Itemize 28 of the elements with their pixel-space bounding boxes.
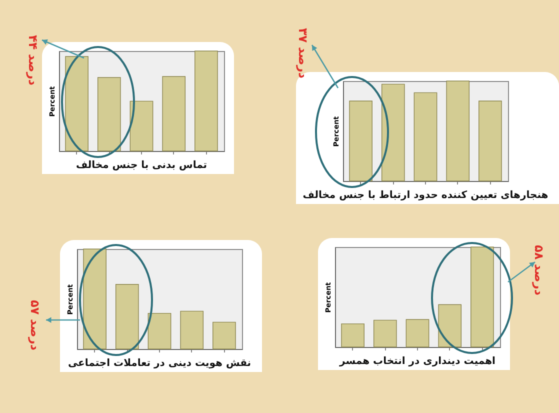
bar	[414, 92, 438, 182]
text: هنجارهای تعیین کننده حدود ارتباط با جنس مخالف	[302, 190, 548, 201]
bar	[446, 80, 470, 182]
bar	[130, 100, 154, 152]
text: اهمیت دینداری در انتخاب همسر	[338, 356, 496, 367]
bar	[148, 312, 172, 350]
text: ۵۷ درصد	[28, 300, 42, 350]
bar	[162, 76, 186, 152]
bar	[115, 284, 139, 350]
bar	[373, 320, 397, 348]
bar	[194, 50, 218, 152]
bar	[180, 310, 204, 350]
bar	[349, 100, 372, 182]
bar	[406, 319, 430, 348]
text: ۳۷ درصد	[296, 28, 310, 78]
bar	[470, 246, 494, 348]
bar	[65, 56, 88, 152]
text: نقش هویت دینی در تعاملات اجتماعی	[68, 358, 252, 369]
bar	[341, 323, 364, 348]
text: تماس بدنی با جنس مخالف	[76, 160, 208, 171]
bar	[212, 322, 236, 350]
text: ۴۴ درصد	[26, 35, 40, 86]
bar	[97, 77, 121, 152]
bar	[478, 100, 502, 182]
bar	[438, 304, 462, 348]
text: ۵۸ درصد	[532, 245, 546, 296]
bar	[381, 84, 405, 182]
bar	[83, 248, 106, 350]
